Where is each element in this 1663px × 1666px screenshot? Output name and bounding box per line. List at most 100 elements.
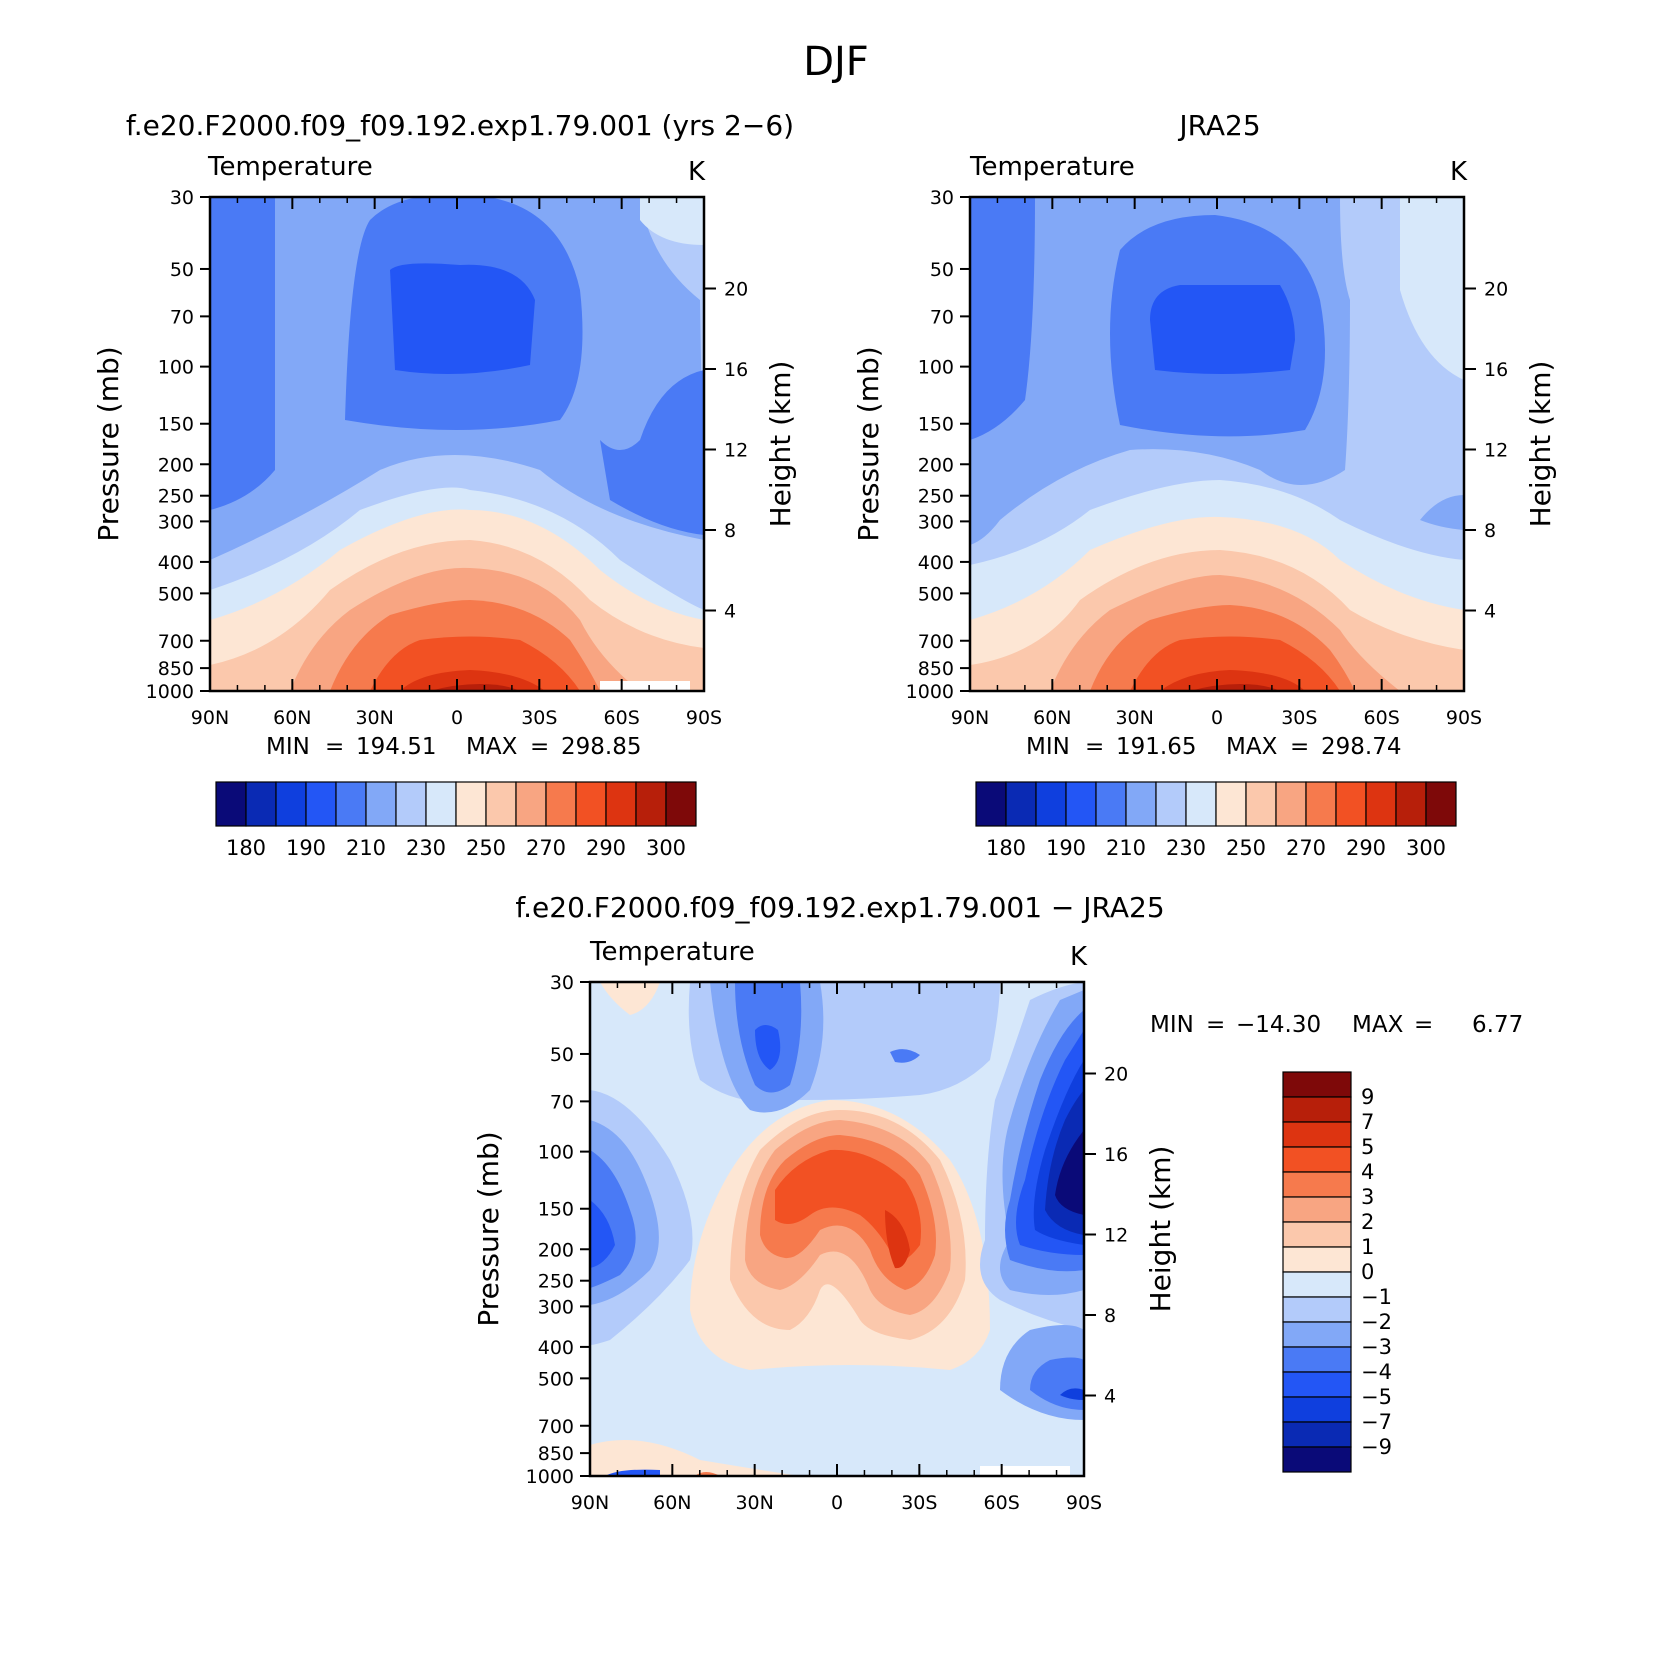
height-tick-label: 4 — [1484, 600, 1496, 622]
height-tick-label: 12 — [1484, 439, 1508, 461]
max-label: MAX — [466, 734, 518, 760]
y-tick-label: 300 — [158, 511, 194, 533]
y-tick-label: 50 — [170, 259, 194, 281]
x-tick-label: 0 — [451, 707, 463, 729]
missing-data — [980, 1466, 1070, 1476]
colorbar-label: 180 — [226, 836, 266, 860]
contour-level-230-top — [1400, 197, 1464, 380]
missing-data — [600, 681, 690, 691]
colorbar-swatch — [245, 781, 277, 827]
x-tick-label: 90N — [951, 707, 989, 729]
y-tick-label: 500 — [158, 583, 194, 605]
max-label: MAX — [1352, 1012, 1404, 1038]
colorbar-label: 180 — [986, 836, 1026, 860]
colorbar-label: 210 — [1106, 836, 1146, 860]
x-tick-label: 90N — [571, 1492, 609, 1514]
contour-level-neg5-lower-right — [1060, 1388, 1084, 1400]
colorbar-label: 210 — [346, 836, 386, 860]
colorbar-label: 190 — [1046, 836, 1086, 860]
max-equals: = — [1414, 1012, 1433, 1038]
y-axis-label: Pressure (mb) — [92, 346, 125, 541]
panel-title: JRA25 — [1177, 109, 1260, 142]
panel-title: f.e20.F2000.f09_f09.192.exp1.79.001 − JR… — [515, 891, 1164, 924]
colorbar-label: 3 — [1361, 1185, 1374, 1209]
height-tick-label: 8 — [724, 520, 736, 542]
x-tick-label: 30S — [901, 1492, 937, 1514]
x-tick-label: 30N — [355, 707, 393, 729]
x-tick-label: 30S — [1281, 707, 1317, 729]
x-tick-label: 60S — [984, 1492, 1020, 1514]
y-tick-label: 100 — [538, 1142, 574, 1164]
contour-level-5-tropics — [885, 1210, 910, 1269]
units-label: K — [688, 157, 706, 187]
colorbar-swatch — [1215, 781, 1247, 827]
x-tick-label: 30N — [735, 1492, 773, 1514]
colorbar-label: 0 — [1361, 1260, 1374, 1284]
y-tick-label: 200 — [918, 454, 954, 476]
colorbar-swatch — [485, 781, 517, 827]
colorbar-label: −2 — [1361, 1310, 1392, 1334]
colorbar-swatch — [1335, 781, 1367, 827]
y-tick-label: 250 — [918, 486, 954, 508]
colorbar-swatch — [1395, 781, 1427, 827]
contour-level-298 — [430, 684, 520, 691]
colorbar-swatch — [1282, 1346, 1352, 1373]
min-value: 191.65 — [1116, 734, 1196, 760]
colorbar-label: 290 — [586, 836, 626, 860]
colorbar-label: −9 — [1361, 1435, 1392, 1459]
height-tick-label: 8 — [1484, 520, 1496, 542]
y-tick-label: 150 — [158, 414, 194, 436]
min-equals: = — [1206, 1012, 1225, 1038]
min-equals: = — [325, 734, 344, 760]
y-tick-label: 700 — [158, 631, 194, 653]
colorbar-swatch — [1425, 781, 1457, 827]
contour-level-0-top — [600, 982, 660, 1015]
y-tick-label: 500 — [918, 583, 954, 605]
x-axis: 90N 60N 30N 0 30S 60S 90S — [571, 982, 1102, 1514]
figure-title: DJF — [803, 39, 869, 85]
max-label: MAX — [1226, 734, 1278, 760]
colorbar-swatch — [1282, 1146, 1352, 1173]
height-tick-label: 4 — [724, 600, 736, 622]
y-tick-label: 150 — [538, 1199, 574, 1221]
contour-level-4-tropics — [775, 1149, 921, 1261]
colorbar-swatch — [545, 781, 577, 827]
y-axis-right: 4 8 12 16 20 — [1464, 278, 1508, 622]
colorbar-label: −4 — [1361, 1360, 1392, 1384]
height-tick-label: 16 — [724, 359, 748, 381]
colorbar-swatch — [215, 781, 247, 827]
colorbar-swatch — [1282, 1221, 1352, 1248]
contour-level-210-right — [1420, 495, 1464, 530]
x-tick-label: 0 — [831, 1492, 843, 1514]
y-tick-label: 70 — [930, 306, 954, 328]
colorbar: 180 190 210 230 250 270 290 300 — [975, 781, 1457, 860]
colorbar-swatch — [1005, 781, 1037, 827]
colorbar-label: 190 — [286, 836, 326, 860]
colorbar-swatch — [1365, 781, 1397, 827]
min-label: MIN — [1150, 1012, 1194, 1038]
colorbar-label: 4 — [1361, 1160, 1374, 1184]
y-axis-right-label: Height (km) — [1144, 1146, 1177, 1313]
x-tick-label: 30S — [521, 707, 557, 729]
x-tick-label: 60S — [604, 707, 640, 729]
contour-level-290 — [1130, 636, 1340, 691]
y-tick-label: 150 — [918, 414, 954, 436]
min-value: 194.51 — [356, 734, 436, 760]
contour-level-neg9-right — [1055, 1130, 1084, 1215]
contour-field — [970, 197, 1464, 691]
min-label: MIN — [1026, 734, 1070, 760]
y-tick-label: 700 — [918, 631, 954, 653]
contour-level-neg4-strat — [755, 1025, 781, 1070]
max-value: 6.77 — [1472, 1012, 1523, 1038]
x-tick-label: 0 — [1211, 707, 1223, 729]
contour-level-298 — [1190, 684, 1280, 691]
colorbar-swatch — [1282, 1421, 1352, 1448]
colorbar-swatch — [1282, 1371, 1352, 1398]
colorbar-swatch — [1282, 1396, 1352, 1423]
colorbar-label: 270 — [526, 836, 566, 860]
colorbar-label: 250 — [1226, 836, 1266, 860]
